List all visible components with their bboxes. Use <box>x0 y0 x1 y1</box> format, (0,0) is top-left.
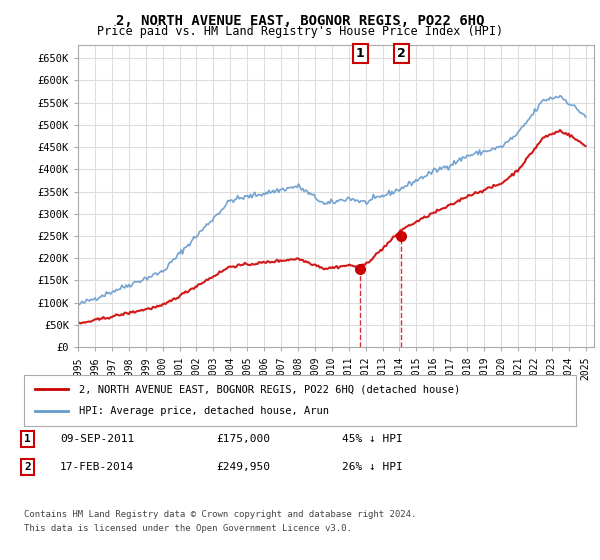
Text: 1: 1 <box>356 47 365 60</box>
Text: 26% ↓ HPI: 26% ↓ HPI <box>342 462 403 472</box>
Text: £175,000: £175,000 <box>216 434 270 444</box>
Text: This data is licensed under the Open Government Licence v3.0.: This data is licensed under the Open Gov… <box>24 524 352 533</box>
Text: 17-FEB-2014: 17-FEB-2014 <box>60 462 134 472</box>
Text: HPI: Average price, detached house, Arun: HPI: Average price, detached house, Arun <box>79 407 329 417</box>
Text: 2, NORTH AVENUE EAST, BOGNOR REGIS, PO22 6HQ: 2, NORTH AVENUE EAST, BOGNOR REGIS, PO22… <box>116 14 484 28</box>
Text: 2: 2 <box>397 47 406 60</box>
Text: Contains HM Land Registry data © Crown copyright and database right 2024.: Contains HM Land Registry data © Crown c… <box>24 510 416 519</box>
Text: Price paid vs. HM Land Registry's House Price Index (HPI): Price paid vs. HM Land Registry's House … <box>97 25 503 38</box>
Text: £249,950: £249,950 <box>216 462 270 472</box>
Text: 2: 2 <box>24 462 31 472</box>
Text: 45% ↓ HPI: 45% ↓ HPI <box>342 434 403 444</box>
Text: 09-SEP-2011: 09-SEP-2011 <box>60 434 134 444</box>
Text: 2, NORTH AVENUE EAST, BOGNOR REGIS, PO22 6HQ (detached house): 2, NORTH AVENUE EAST, BOGNOR REGIS, PO22… <box>79 384 460 394</box>
Text: 1: 1 <box>24 434 31 444</box>
